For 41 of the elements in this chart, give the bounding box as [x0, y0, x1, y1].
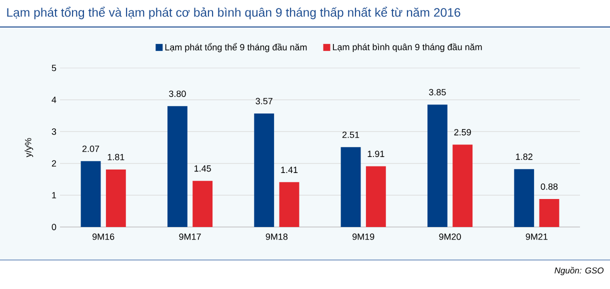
- legend-label: Lạm phát tổng thể 9 tháng đầu năm: [165, 43, 307, 52]
- x-tick-label: 9M18: [266, 234, 288, 240]
- x-tick-label: 9M21: [526, 234, 548, 240]
- bar: [366, 166, 386, 227]
- bar: [514, 169, 534, 227]
- bar: [106, 169, 126, 227]
- data-label: 3.85: [429, 89, 446, 96]
- bar: [427, 104, 448, 227]
- data-label: 2.59: [454, 129, 471, 136]
- data-label: 1.45: [194, 165, 211, 172]
- data-label: 0.88: [540, 183, 558, 190]
- data-label: 3.57: [256, 98, 272, 104]
- bar: [80, 161, 101, 227]
- bar: [279, 182, 300, 227]
- legend-label: Lạm phát bình quân 9 tháng đầu năm: [332, 43, 482, 52]
- data-label: 2.07: [82, 146, 100, 152]
- data-label: 1.82: [516, 154, 532, 160]
- y-tick-label: 2: [52, 160, 56, 167]
- y-tick-label: 0: [52, 224, 56, 230]
- text: Nguồn: GSO: [554, 266, 604, 276]
- data-label: 1.81: [108, 154, 124, 160]
- y-axis-title: y/y%: [24, 138, 34, 158]
- chart-title: Lạm phát tổng thể và lạm phát cơ bản bình quân 9 tháng thấp nhất kể từ năm 2016: [7, 6, 460, 20]
- x-tick-label: 9M19: [352, 234, 374, 240]
- data-label: 1.41: [281, 166, 298, 173]
- bar: [192, 180, 213, 227]
- y-tick-label: 4: [52, 96, 56, 103]
- data-label: 2.51: [342, 132, 360, 138]
- bar: [340, 147, 361, 227]
- x-tick-label: 9M17: [179, 234, 201, 240]
- bar: [254, 113, 274, 227]
- bar: [452, 144, 473, 227]
- x-tick-label: 9M20: [439, 234, 461, 240]
- y-tick-label: 3: [52, 128, 56, 135]
- bar: [167, 106, 188, 227]
- data-label: 1.91: [368, 150, 384, 158]
- y-tick-label: 1: [52, 192, 56, 198]
- x-tick-label: 9M16: [92, 234, 114, 240]
- bar: [539, 199, 560, 227]
- y-tick-label: 5: [52, 64, 56, 72]
- data-label: 3.80: [169, 90, 186, 97]
